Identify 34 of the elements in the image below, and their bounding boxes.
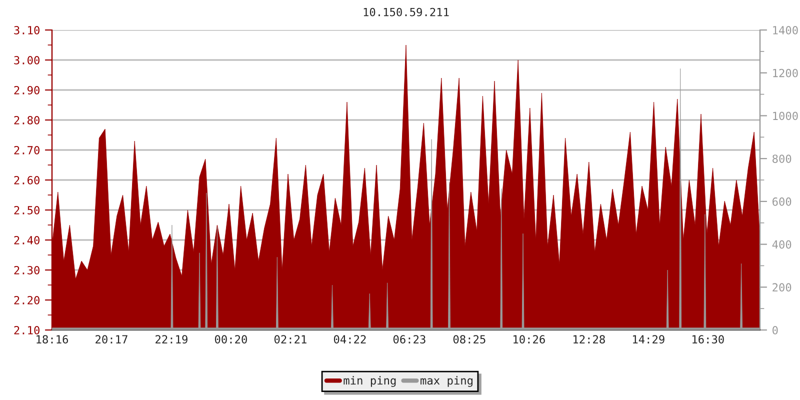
y2-tick-label: 1200	[773, 68, 798, 78]
x-tick-label: 04:22	[334, 335, 366, 344]
y2-tick-label: 1400	[773, 26, 798, 34]
x-tick-label: 22:19	[156, 335, 188, 344]
legend-label: max ping	[420, 376, 472, 387]
x-tick-label: 00:20	[214, 335, 247, 344]
y2-tick-label: 400	[772, 240, 792, 249]
x-tick-label: 06:23	[393, 335, 426, 344]
y2-tick-label: 200	[772, 283, 792, 292]
x-tick-label: 10:26	[514, 335, 545, 344]
x-tick-label: 16:30	[692, 335, 724, 344]
x-tick-label: 12:28	[574, 335, 605, 344]
y-tick-label: 2.90	[14, 86, 40, 94]
y-tick-label: 2.80	[14, 116, 40, 124]
y2-tick-label: 600	[772, 197, 792, 206]
y-tick-label: 2.20	[14, 296, 40, 304]
x-tick-label: 20:17	[96, 335, 128, 344]
x-tick-label: 18:16	[36, 335, 68, 344]
y2-tick-label: 1000	[773, 112, 798, 120]
legend-label: min ping	[344, 376, 396, 387]
y2-tick-label: 800	[772, 154, 792, 163]
x-tick-label: 02:21	[274, 335, 306, 344]
x-tick-label: 08:25	[453, 335, 486, 344]
x-tick-label: 14:29	[633, 335, 664, 344]
y-tick-label: 2.30	[14, 266, 40, 274]
y-tick-label: 2.70	[14, 146, 40, 154]
y-tick-label: 3.00	[14, 56, 40, 64]
y2-tick-label: 0	[772, 326, 778, 334]
y-tick-label: 2.40	[14, 236, 40, 244]
y-tick-label: 3.10	[14, 26, 40, 34]
y-tick-label: 2.10	[14, 326, 40, 334]
y-tick-label: 2.60	[14, 176, 40, 184]
chart-title: 10.150.59.211	[364, 8, 449, 16]
y-tick-label: 2.50	[14, 206, 40, 214]
